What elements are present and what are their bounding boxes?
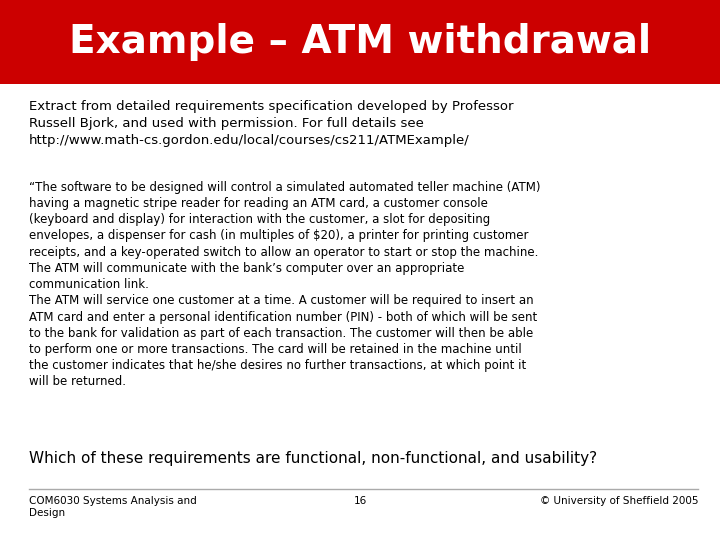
Text: © University of Sheffield 2005: © University of Sheffield 2005 [540,496,698,506]
Text: 16: 16 [354,496,366,506]
Text: “The software to be designed will control a simulated automated teller machine (: “The software to be designed will contro… [29,181,540,388]
Bar [0,0,720,84]
Text: COM6030 Systems Analysis and
Design: COM6030 Systems Analysis and Design [29,496,197,518]
Text: Example – ATM withdrawal: Example – ATM withdrawal [69,23,651,61]
Text: Extract from detailed requirements specification developed by Professor
Russell : Extract from detailed requirements speci… [29,100,513,147]
Text: Which of these requirements are functional, non-functional, and usability?: Which of these requirements are function… [29,451,597,466]
